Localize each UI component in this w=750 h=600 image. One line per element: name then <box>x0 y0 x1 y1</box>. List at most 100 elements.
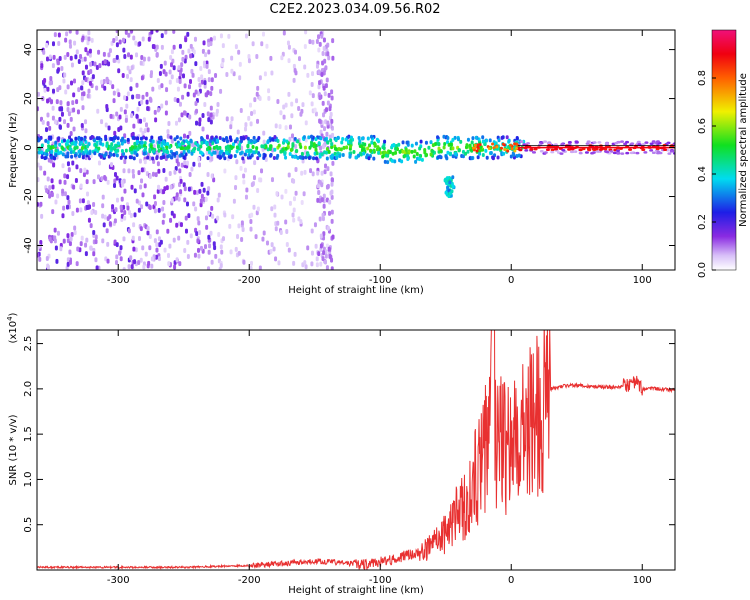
heatmap-cell <box>290 113 294 119</box>
heatmap-cell <box>132 222 136 228</box>
heatmap-cell <box>37 137 41 142</box>
heatmap-cell <box>61 152 65 157</box>
heatmap-cell <box>129 77 133 83</box>
heatmap-cell <box>515 146 519 150</box>
heatmap-cell <box>155 30 159 33</box>
heatmap-cell <box>366 146 370 151</box>
heatmap-cell <box>130 65 134 71</box>
heatmap-cell <box>71 160 75 166</box>
heatmap-cell <box>292 217 296 223</box>
heatmap-cell <box>221 153 225 158</box>
heatmap-cell <box>567 140 572 144</box>
heatmap-cell <box>383 139 387 144</box>
colorbar-label: Normalized spectral amplitude <box>738 73 749 227</box>
heatmap-cell <box>629 151 634 155</box>
heatmap-cell <box>635 151 640 155</box>
heatmap-cell <box>70 141 74 146</box>
heatmap-cell <box>141 245 145 251</box>
heatmap-cell <box>87 36 91 42</box>
heatmap-cell <box>49 135 53 140</box>
heatmap-cell <box>410 149 414 154</box>
heatmap-cell <box>358 139 362 144</box>
heatmap-cell <box>84 251 88 257</box>
heatmap-cell <box>168 145 172 150</box>
heatmap-cell <box>273 147 277 152</box>
heatmap-cell <box>236 234 240 240</box>
heatmap-cell <box>60 106 64 112</box>
heatmap-cell <box>210 259 214 265</box>
heatmap-cell <box>278 124 282 130</box>
heatmap-cell <box>151 139 155 144</box>
heatmap-cell <box>210 135 214 140</box>
heatmap-cell <box>443 142 447 147</box>
heatmap-cell <box>88 48 92 54</box>
heatmap-cell <box>91 74 95 80</box>
snr-x-tick-label: -200 <box>238 575 261 586</box>
heatmap-cell <box>295 98 299 104</box>
heatmap-cell <box>54 245 58 251</box>
heatmap-cell <box>284 219 288 225</box>
snr-panel: -300 -200 -100 0 100 0.5 1.0 1.5 2.0 2.5 Height o… <box>6 312 676 596</box>
heatmap-cell <box>328 134 332 140</box>
heatmap-cell <box>131 94 135 100</box>
heatmap-cell <box>206 156 210 161</box>
heatmap-x-tick-label: -300 <box>107 275 130 286</box>
heatmap-cell <box>89 245 93 251</box>
heatmap-cell <box>86 200 90 206</box>
heatmap-cell <box>213 245 217 251</box>
heatmap-cell <box>235 159 239 165</box>
heatmap-cell <box>367 156 371 161</box>
heatmap-cell <box>285 139 289 144</box>
heatmap-cell <box>184 215 188 221</box>
heatmap-cell <box>89 223 93 229</box>
heatmap-cell <box>72 184 76 190</box>
heatmap-cell <box>196 216 200 222</box>
chart-title: C2E2.2023.034.09.56.R02 <box>269 2 441 17</box>
heatmap-cell <box>57 32 61 38</box>
heatmap-cell <box>143 159 147 165</box>
heatmap-cell <box>474 135 478 140</box>
heatmap-cell <box>68 43 72 49</box>
heatmap-frame <box>36 29 676 271</box>
heatmap-cell <box>168 171 172 177</box>
heatmap-cell <box>137 260 141 266</box>
heatmap-cell <box>178 78 182 84</box>
heatmap-cell <box>270 242 274 248</box>
heatmap-cell <box>317 34 321 40</box>
heatmap-cell <box>130 184 134 190</box>
heatmap-cell <box>320 197 324 203</box>
heatmap-cell <box>207 150 211 155</box>
heatmap-cell <box>449 151 453 156</box>
heatmap-cell <box>244 33 248 39</box>
heatmap-cell <box>58 85 62 91</box>
heatmap-cell <box>394 146 398 151</box>
heatmap-cell <box>119 155 123 160</box>
heatmap-cell <box>172 65 176 71</box>
heatmap-cell <box>77 58 81 64</box>
heatmap-cell <box>56 230 60 236</box>
heatmap-cell <box>539 150 544 153</box>
heatmap-cell <box>200 136 204 141</box>
heatmap-cell <box>59 100 63 106</box>
heatmap-cell <box>502 151 506 156</box>
heatmap-cell <box>284 125 288 131</box>
heatmap-cell <box>245 187 249 193</box>
heatmap-cell <box>175 158 179 164</box>
heatmap-cell <box>157 207 161 213</box>
heatmap-cell <box>85 237 89 243</box>
heatmap-cell <box>373 143 377 148</box>
heatmap-cell <box>299 111 303 117</box>
heatmap-cell <box>169 217 173 223</box>
heatmap-cell <box>145 91 149 97</box>
heatmap-cell <box>586 140 591 143</box>
heatmap-cell <box>327 55 331 61</box>
heatmap-cell <box>87 217 91 223</box>
heatmap-cell <box>179 136 183 141</box>
heatmap-cell <box>172 44 176 50</box>
heatmap-cell <box>95 85 99 91</box>
heatmap-cell <box>293 154 297 159</box>
heatmap-cell <box>186 91 190 97</box>
heatmap-cell <box>114 207 118 213</box>
heatmap-cell <box>206 190 210 196</box>
heatmap-cell <box>135 82 139 88</box>
